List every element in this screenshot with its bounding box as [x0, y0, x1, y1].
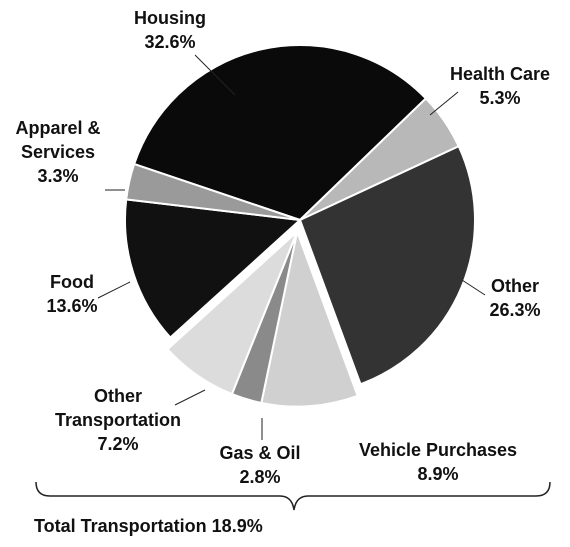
slice-value: 32.6%	[144, 32, 196, 52]
leader-line	[429, 91, 459, 116]
slice-name: Gas & Oil	[219, 443, 301, 463]
pie-slice	[260, 228, 359, 408]
leader-line	[194, 54, 236, 96]
slice-value: 3.3%	[37, 166, 79, 186]
slice-label: Gas & Oil 2.8%	[205, 441, 315, 489]
slice-name: Other	[490, 276, 539, 296]
pie-slice	[298, 144, 476, 386]
pie-slice	[125, 162, 301, 221]
slice-label: Health Care 5.3%	[430, 62, 570, 110]
slice-label: Vehicle Purchases 8.9%	[338, 438, 538, 486]
brace	[35, 481, 551, 511]
slice-name: Vehicle Purchases	[358, 440, 518, 460]
leader-line	[461, 279, 486, 296]
slice-value: 7.2%	[97, 434, 139, 454]
leader-line	[97, 281, 131, 299]
slice-value: 26.3%	[489, 300, 541, 320]
slice-name: Apparel & Services	[15, 118, 101, 162]
slice-name: Housing	[134, 8, 206, 28]
slice-value: 8.9%	[417, 464, 459, 484]
slice-label: Housing 32.6%	[110, 6, 230, 54]
slice-value: 5.3%	[479, 88, 521, 108]
pie-slice	[166, 230, 299, 396]
slice-name: Health Care	[449, 64, 551, 84]
slice-value: 13.6%	[46, 296, 98, 316]
slice-label: Apparel & Services 3.3%	[0, 116, 118, 188]
pie-slice	[124, 198, 303, 339]
slice-label: Other 26.3%	[475, 274, 555, 322]
leader-line	[174, 389, 206, 406]
annotation: Total Transportation 18.9%	[34, 516, 263, 536]
pie-slice	[132, 44, 428, 222]
slice-value: 2.8%	[239, 467, 281, 487]
slice-label: Food 13.6%	[32, 270, 112, 318]
slice-name: Food	[50, 272, 94, 292]
slice-name: Other Transportation	[54, 386, 181, 430]
slice-label: Other Transportation 7.2%	[48, 384, 188, 456]
